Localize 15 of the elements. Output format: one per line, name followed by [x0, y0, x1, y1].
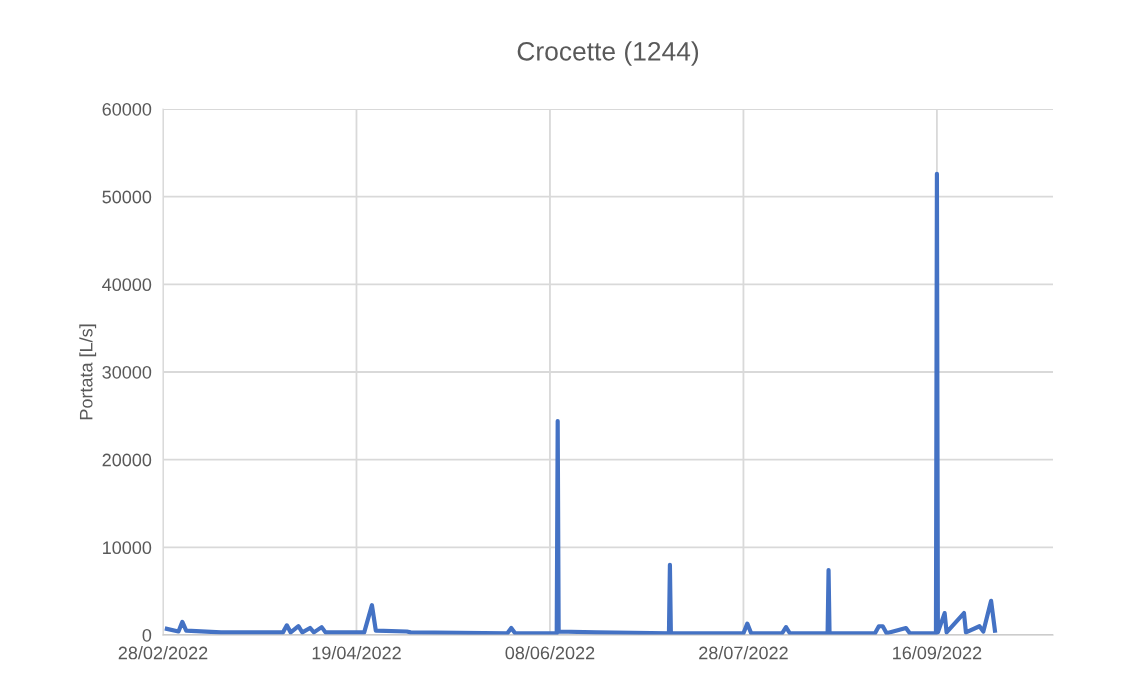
x-tick-label: 19/04/2022 [312, 646, 401, 660]
x-tick-label: 08/06/2022 [505, 646, 595, 660]
y-tick-label: 30000 [102, 365, 152, 379]
line-series [164, 171, 998, 635]
y-tick-label: 10000 [103, 541, 152, 555]
x-tick-label: 16/09/2022 [893, 646, 982, 660]
y-tick-label: 50000 [102, 190, 152, 204]
y-axis-title: Portata [L/s] [79, 324, 97, 420]
chart-title: Crocette (1244) [517, 41, 699, 66]
y-tick-label: 20000 [102, 453, 152, 467]
y-tick-label: 60000 [102, 102, 152, 116]
x-tick-label: 28/07/2022 [699, 646, 788, 660]
x-tick-label: 28/02/2022 [118, 646, 208, 660]
y-tick-label: 0 [142, 628, 152, 642]
y-tick-label: 40000 [102, 278, 152, 292]
